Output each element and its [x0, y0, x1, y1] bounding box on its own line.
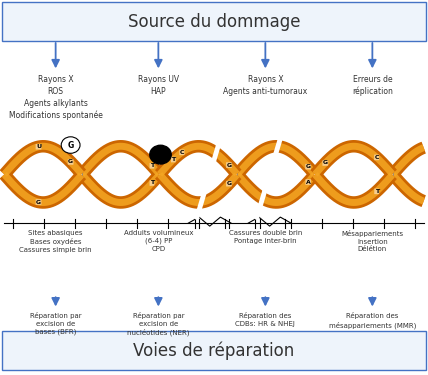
Text: U: U [36, 144, 41, 149]
Text: G: G [306, 164, 311, 169]
Text: G: G [36, 200, 41, 204]
Text: Rayons X
ROS
Agents alkylants
Modifications spontanée: Rayons X ROS Agents alkylants Modificati… [9, 75, 103, 120]
Text: G: G [226, 181, 232, 186]
Text: Réparation des
CDBs: HR & NHEJ: Réparation des CDBs: HR & NHEJ [235, 312, 295, 327]
Text: Réparation des
mésappariements (MMR): Réparation des mésappariements (MMR) [329, 312, 416, 328]
Text: Réparation par
excision de
nucléotides (NER): Réparation par excision de nucléotides (… [127, 312, 190, 336]
Text: Voies de réparation: Voies de réparation [134, 341, 294, 360]
Text: T: T [374, 189, 379, 194]
Text: C: C [180, 150, 184, 155]
Text: Rayons X
Agents anti-tumoraux: Rayons X Agents anti-tumoraux [223, 75, 307, 96]
Text: Cassures double brin
Pontage inter-brin: Cassures double brin Pontage inter-brin [229, 230, 302, 244]
Text: Source du dommage: Source du dommage [128, 13, 300, 31]
FancyBboxPatch shape [2, 2, 426, 41]
Text: G: G [323, 160, 328, 165]
Text: G: G [68, 141, 74, 150]
Text: C: C [374, 155, 379, 160]
Text: Erreurs de
réplication: Erreurs de réplication [352, 75, 393, 96]
Text: G: G [226, 163, 232, 168]
Text: Sites abasiques
Bases oxydées
Cassures simple brin: Sites abasiques Bases oxydées Cassures s… [19, 230, 92, 253]
Text: Réparation par
excision de
bases (BFR): Réparation par excision de bases (BFR) [30, 312, 81, 335]
Text: Adduits volumineux
(6-4) PP
CPD: Adduits volumineux (6-4) PP CPD [124, 230, 193, 252]
Text: G: G [68, 159, 73, 164]
FancyBboxPatch shape [2, 331, 426, 370]
Text: Rayons UV
HAP: Rayons UV HAP [138, 75, 179, 96]
Text: T: T [150, 180, 154, 186]
Text: T: T [150, 163, 154, 168]
Circle shape [61, 137, 80, 153]
Text: T: T [171, 157, 175, 162]
Text: Mésappariements
Insertion
Délétion: Mésappariements Insertion Délétion [341, 230, 404, 252]
Circle shape [150, 145, 171, 164]
Text: A: A [306, 180, 311, 184]
